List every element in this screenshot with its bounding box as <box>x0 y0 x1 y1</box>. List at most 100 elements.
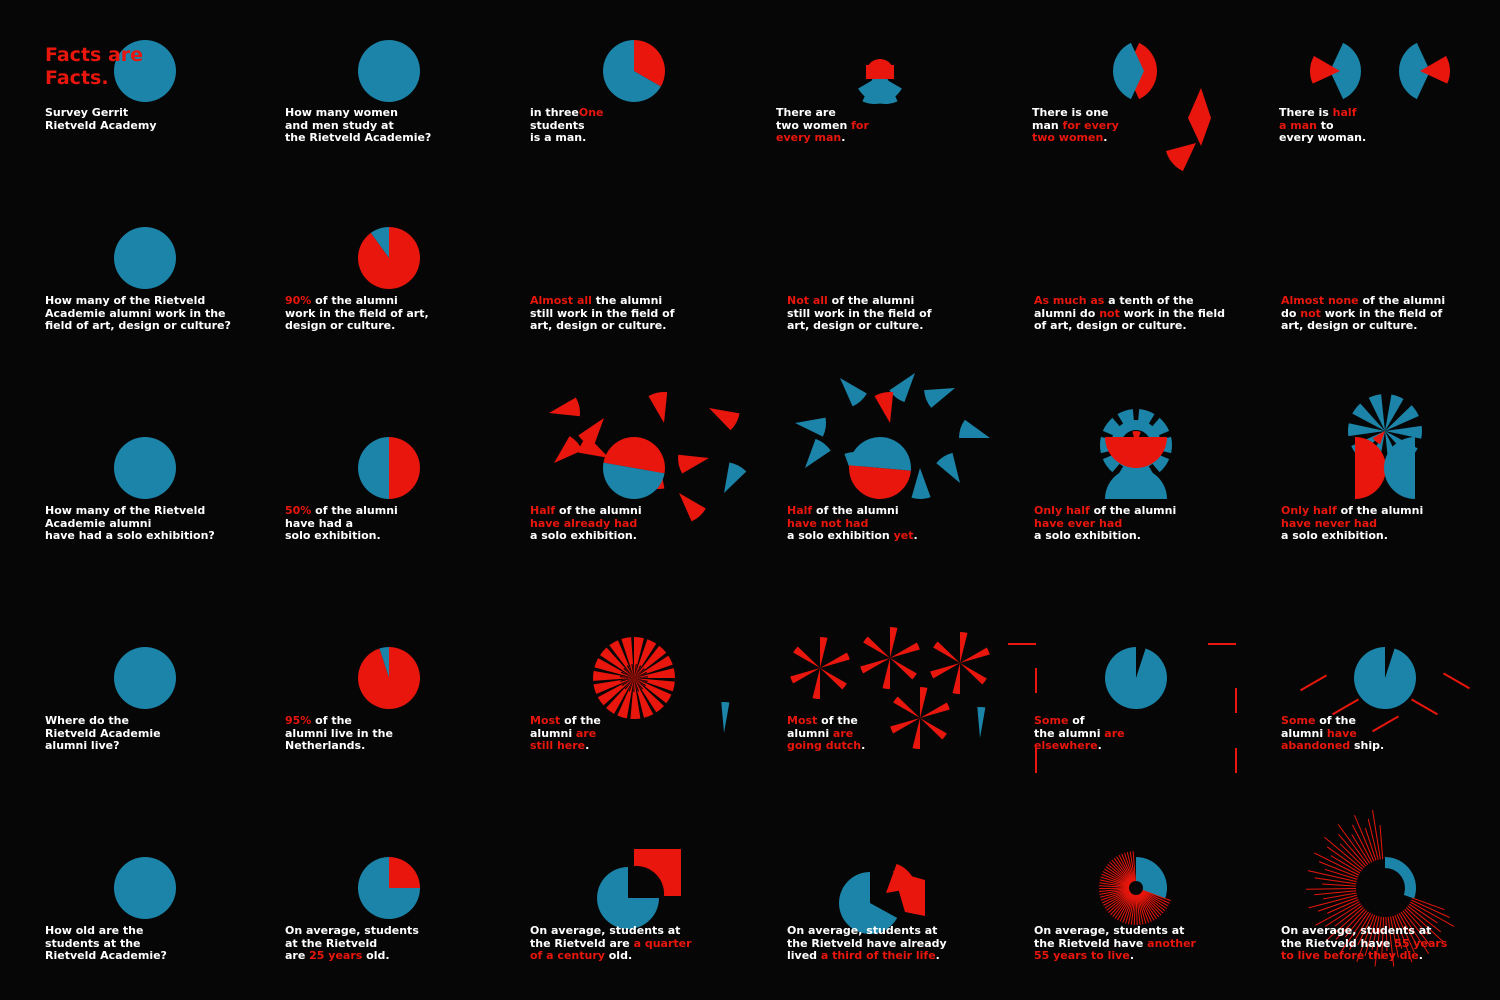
caption-line: have already had <box>530 517 730 531</box>
caption-line: Some of <box>1034 714 1234 728</box>
caption-text: is a man. <box>530 131 587 144</box>
caption-line: going dutch. <box>787 739 987 753</box>
caption: 50% of the alumni have had a solo exhibiti… <box>285 504 485 543</box>
caption-line: alumni are <box>787 727 987 741</box>
caption-text: How old are the <box>45 924 144 937</box>
none-wedge <box>1372 431 1385 445</box>
dutch-spoke <box>920 718 947 740</box>
burst-gap <box>623 667 634 678</box>
bowtie-center <box>866 65 894 79</box>
caption-text: Rietveld Academie? <box>45 949 167 962</box>
lived-hole <box>1365 868 1405 908</box>
highlight-text: abandoned <box>1281 739 1351 752</box>
caption-text: old. <box>362 949 390 962</box>
caption-text: On average, students at <box>787 924 938 937</box>
burst-gap <box>634 668 645 678</box>
caption-line: the Rietveld Academie? <box>285 131 485 145</box>
scattered-wedge <box>554 436 583 463</box>
caption-text: . <box>841 131 846 144</box>
burst-wedge <box>634 678 664 713</box>
had-solo-slice <box>1105 437 1167 468</box>
caption-text: of the alumni <box>311 504 398 517</box>
scattered-wedge <box>874 392 894 423</box>
caption-line: elsewhere. <box>1034 739 1234 753</box>
caption-text: design or culture. <box>285 319 396 332</box>
caption-text: How many of the Rietveld <box>45 504 206 517</box>
caption-text: have had a <box>285 516 354 530</box>
caption-text: the Rietveld have already <box>787 936 947 950</box>
caption-line: Netherlands. <box>285 739 485 753</box>
caption-text: art, design or culture. <box>787 319 924 332</box>
caption-text: of <box>1068 714 1085 727</box>
lived-slice <box>1136 857 1167 899</box>
year-ray <box>1326 846 1362 872</box>
caption-line: of art, design or culture. <box>1034 319 1234 333</box>
scattered-wedge <box>709 408 740 431</box>
caption-line: are 25 years old. <box>285 949 485 963</box>
woman-wedge <box>1113 42 1144 100</box>
dutch-spoke <box>952 663 960 694</box>
caption: Most of the alumni are still here. <box>530 714 730 753</box>
highlight-text: 90% <box>285 294 312 307</box>
caption-text: work in the field of <box>1320 306 1443 320</box>
highlight-text: for every <box>1062 118 1119 132</box>
caption-line: every woman. <box>1279 131 1479 145</box>
highlight-text: As much as <box>1034 294 1105 307</box>
caption-text: have had a solo exhibition? <box>45 529 215 542</box>
caption-line: There is half <box>1279 106 1479 120</box>
had-solo-slice <box>1384 437 1415 499</box>
highlight-text: for <box>851 118 869 132</box>
rest-slice <box>358 857 420 919</box>
caption: How old are the students at the Rietveld A… <box>45 924 245 963</box>
caption-text: of the alumni <box>827 294 915 307</box>
year-ray <box>1400 911 1430 955</box>
highlight-text: yet <box>893 529 914 542</box>
burst-gap <box>631 664 634 678</box>
year-ray <box>1324 836 1364 870</box>
caption-line: art, design or culture. <box>530 319 730 333</box>
caption-text: art, design or culture. <box>1281 319 1418 332</box>
highlight-text: every man <box>776 131 842 144</box>
abandoned-shard <box>1443 672 1470 690</box>
year-ray <box>1410 901 1455 927</box>
dutch-spoke <box>812 668 820 699</box>
caption: in threeOne students is a man. <box>530 106 730 145</box>
ray-hub <box>1129 881 1143 895</box>
caption-line: students at the <box>45 937 245 951</box>
caption: On average, students at the Rietveld have… <box>1281 924 1481 963</box>
year-ray <box>1379 825 1384 860</box>
caption: On average, students at the Rietveld are … <box>530 924 730 963</box>
burst-gap <box>620 676 634 678</box>
caption-text: alumni live? <box>45 739 120 752</box>
burst-wedge <box>617 678 634 719</box>
year-ray <box>1367 818 1379 860</box>
caption-line: Survey Gerrit <box>45 106 245 120</box>
caption-text: On average, students at <box>530 924 681 937</box>
remaining-slice <box>839 872 898 934</box>
burst-gap <box>634 678 640 692</box>
caption-text: . <box>913 529 918 542</box>
year-ray <box>1408 903 1438 924</box>
year-ray <box>1356 914 1376 962</box>
caption-text: work in the field of art, <box>285 306 429 320</box>
spoke-wedge <box>1352 403 1385 431</box>
caption-text: at the Rietveld <box>285 936 378 950</box>
caption: Almost all the alumni still work in the f… <box>530 294 730 333</box>
had-solo-slice <box>389 437 420 499</box>
caption-line: alumni live in the <box>285 727 485 741</box>
caption-line: of a century old. <box>530 949 730 963</box>
burst-gap <box>634 665 642 678</box>
caption: On average, students at the Rietveld are 2… <box>285 924 485 963</box>
highlight-text: Almost all <box>530 294 592 307</box>
caption-text: the alumni <box>1034 726 1105 740</box>
gender-slice <box>358 40 420 102</box>
caption-line: 90% of the alumni <box>285 294 485 308</box>
caption-line: 50% of the alumni <box>285 504 485 518</box>
burst-wedge <box>609 640 634 678</box>
abandoned-shard <box>1300 674 1327 692</box>
caption: Where do the Rietveld Academie alumni live… <box>45 714 245 753</box>
scattered-wedge <box>840 378 867 407</box>
caption-line: 95% of the <box>285 714 485 728</box>
caption-text: the Rietveld have <box>1034 936 1148 950</box>
highlight-text: 55 years to live <box>1034 949 1130 962</box>
